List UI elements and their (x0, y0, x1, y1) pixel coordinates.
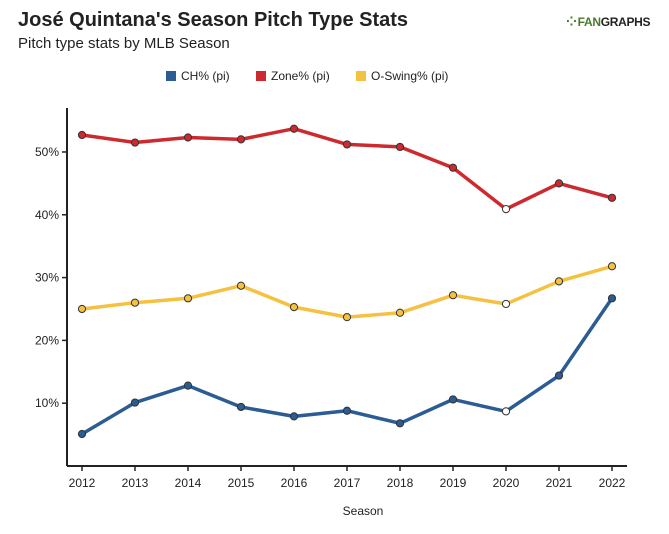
data-point (130, 398, 140, 407)
axes: 10% 20% 30% 40% 50% 2012 2013 2014 2015 2016 2017 2… (35, 108, 627, 518)
chart-subtitle: Pitch type stats by MLB Season (18, 35, 230, 52)
x-axis-title: Season (343, 504, 384, 518)
data-point (130, 298, 140, 307)
data-point (607, 294, 617, 303)
x-tick-label: 2015 (228, 476, 255, 490)
data-point (607, 262, 617, 271)
data-point (289, 412, 299, 421)
fangraphs-logo: ⁘ FAN GRAPHS (566, 14, 651, 30)
data-point (448, 395, 458, 404)
legend-swatch (256, 71, 266, 81)
data-point (448, 163, 458, 172)
data-point (130, 138, 140, 147)
data-point (501, 407, 511, 416)
x-tick-label: 2021 (546, 476, 573, 490)
data-point (448, 291, 458, 300)
data-point (395, 142, 405, 152)
legend-label: CH% (pi) (181, 69, 230, 83)
logo-mark-icon: ⁘ (566, 14, 577, 29)
data-point (77, 304, 87, 314)
x-tick-label: 2012 (69, 476, 96, 490)
data-point (77, 130, 87, 140)
legend-label: O-Swing% (pi) (371, 69, 448, 83)
x-tick-label: 2019 (440, 476, 467, 490)
y-tick-label: 20% (35, 333, 59, 347)
legend-swatch (356, 71, 366, 81)
data-point (236, 281, 246, 290)
data-point (395, 419, 405, 428)
data-point (183, 381, 193, 390)
data-point (289, 124, 299, 133)
legend-swatch (166, 71, 176, 81)
x-tick-label: 2014 (175, 476, 202, 490)
data-point (289, 302, 299, 312)
data-point (183, 294, 193, 303)
series-line-2 (80, 264, 614, 319)
y-tick-label: 40% (35, 208, 59, 222)
data-point (607, 193, 617, 202)
data-point (342, 140, 352, 149)
data-point (342, 406, 352, 415)
data-point (554, 179, 564, 188)
data-point (554, 371, 564, 380)
x-tick-label: 2020 (493, 476, 520, 490)
legend: CH% (pi) Zone% (pi) O-Swing% (pi) (166, 69, 448, 83)
data-point (183, 133, 193, 142)
x-tick-label: 2022 (599, 476, 626, 490)
series-points (77, 124, 617, 439)
data-point (501, 205, 511, 214)
series-lines (80, 126, 614, 436)
y-tick-label: 50% (35, 145, 59, 159)
legend-label: Zone% (pi) (271, 69, 330, 83)
chart-title: José Quintana's Season Pitch Type Stats (18, 9, 409, 31)
data-point (236, 402, 246, 412)
x-tick-label: 2013 (122, 476, 149, 490)
x-tick-label: 2018 (387, 476, 414, 490)
x-tick-label: 2016 (281, 476, 308, 490)
data-point (554, 277, 564, 286)
data-point (501, 299, 511, 309)
x-tick-label: 2017 (334, 476, 361, 490)
y-tick-label: 10% (35, 396, 59, 410)
data-point (395, 308, 405, 317)
logo-text-graphs: GRAPHS (600, 15, 651, 29)
logo-text-fan: FAN (577, 15, 601, 29)
data-point (342, 313, 352, 322)
data-point (77, 429, 87, 439)
data-point (236, 135, 246, 144)
y-tick-label: 30% (35, 271, 59, 285)
